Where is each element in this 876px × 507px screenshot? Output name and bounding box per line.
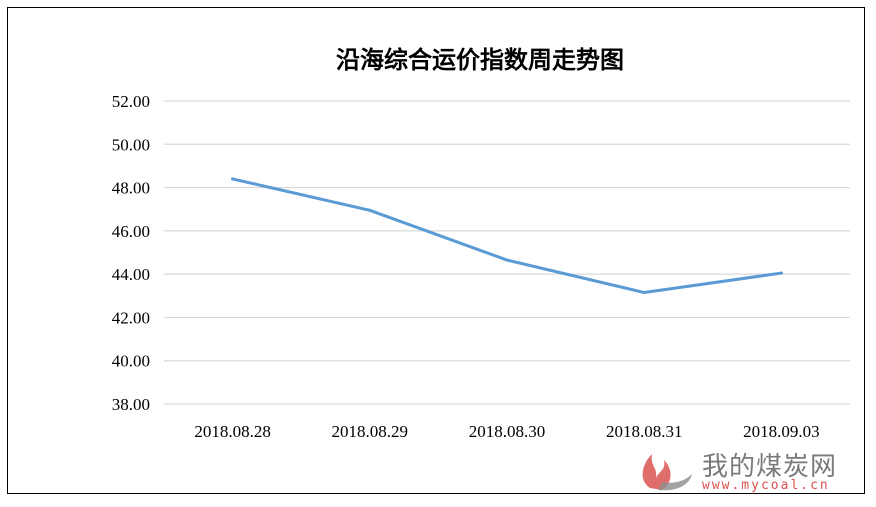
data-point <box>505 258 509 262</box>
x-tick-label: 2018.08.30 <box>469 422 546 441</box>
watermark-url: www.mycoal.cn <box>702 478 830 493</box>
watermark: 我的煤炭网 www.mycoal.cn <box>632 440 862 500</box>
y-tick-label: 46.00 <box>112 222 150 241</box>
data-point <box>779 271 783 275</box>
data-point <box>231 177 235 181</box>
y-tick-label: 44.00 <box>112 265 150 284</box>
y-tick-label: 38.00 <box>112 395 150 414</box>
x-axis-ticks: 2018.08.28 2018.08.29 2018.08.30 2018.08.31… <box>194 422 819 441</box>
y-axis-ticks: 38.00 40.00 42.00 44.00 46.00 48.00 50.00 52.00 <box>112 92 150 414</box>
y-tick-label: 42.00 <box>112 308 150 327</box>
flame-logo-icon <box>642 454 692 491</box>
watermark-text: 我的煤炭网 <box>702 452 838 482</box>
x-tick-label: 2018.08.28 <box>194 422 271 441</box>
y-tick-label: 50.00 <box>112 135 150 154</box>
x-tick-label: 2018.09.03 <box>743 422 820 441</box>
y-tick-label: 52.00 <box>112 92 150 111</box>
y-tick-label: 48.00 <box>112 179 150 198</box>
series-layer <box>231 177 783 295</box>
chart-title: 沿海综合运价指数周走势图 <box>336 45 624 74</box>
data-point <box>642 291 646 295</box>
y-tick-label: 40.00 <box>112 352 150 371</box>
gridlines <box>164 100 850 405</box>
series-line <box>231 177 783 295</box>
x-tick-label: 2018.08.29 <box>332 422 409 441</box>
data-point <box>368 208 372 212</box>
chart-frame <box>7 7 865 494</box>
x-tick-label: 2018.08.31 <box>606 422 683 441</box>
